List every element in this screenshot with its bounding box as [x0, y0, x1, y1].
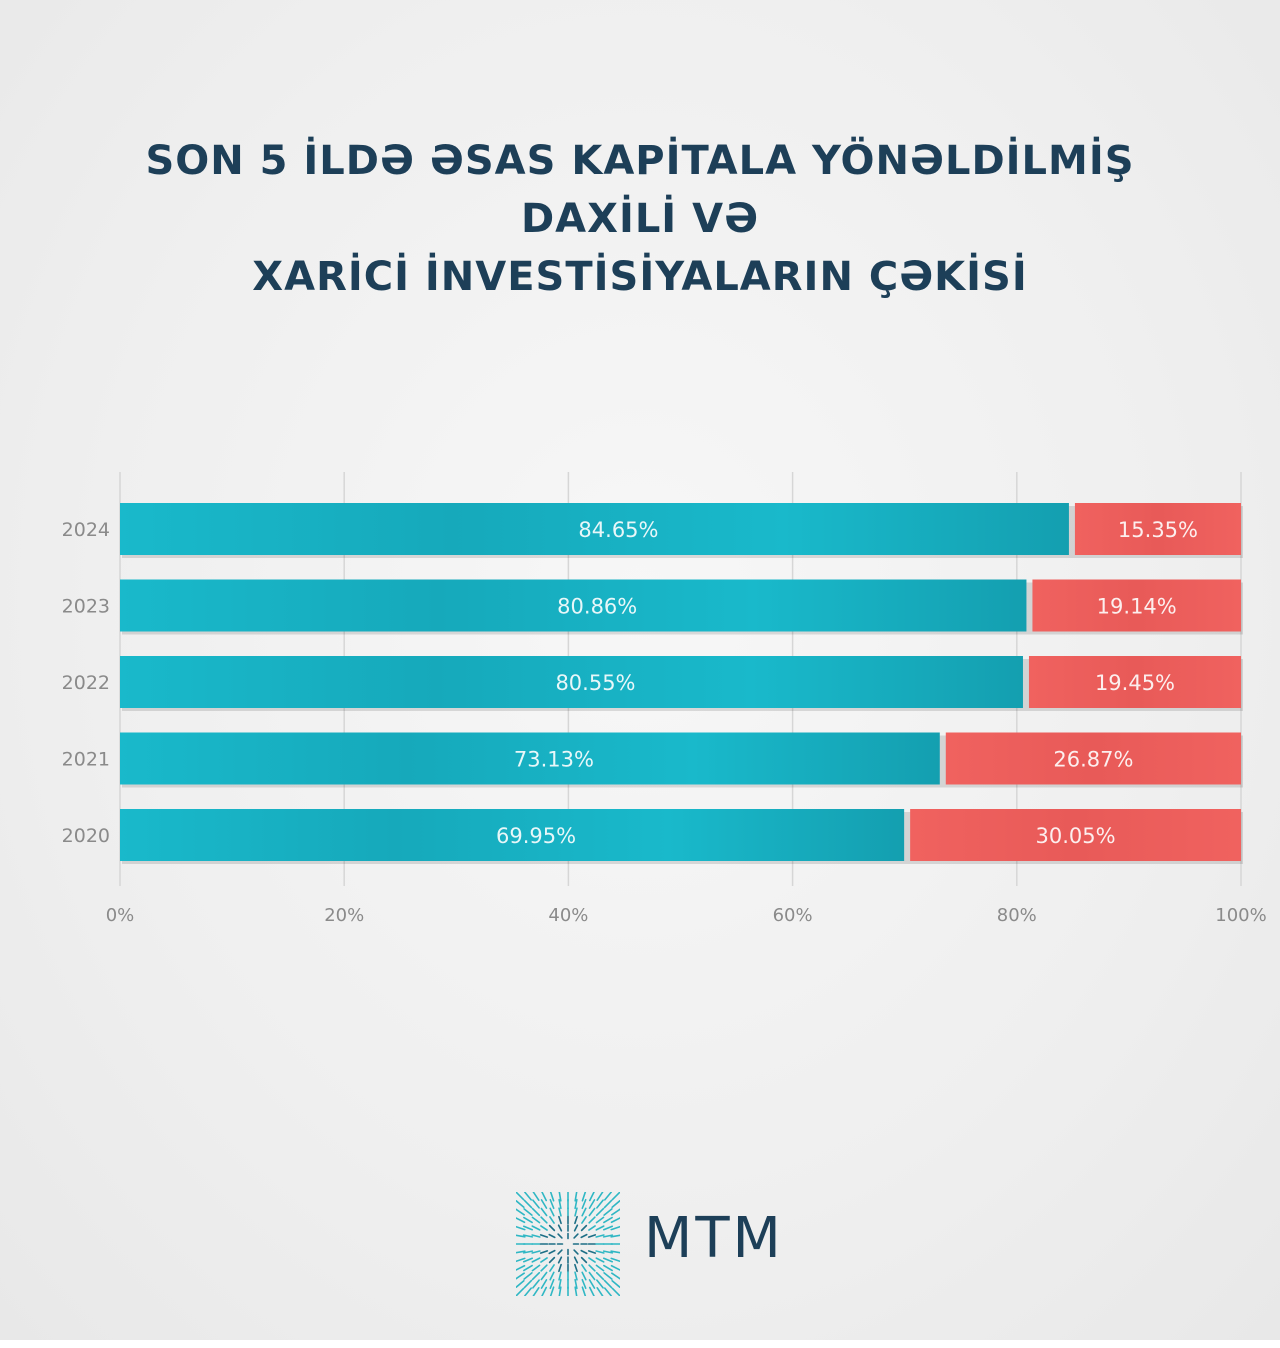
bar-domestic-2023: [120, 579, 1027, 632]
x-tick-label: 20%: [324, 905, 364, 926]
bar-foreign-2022: [1028, 656, 1241, 708]
data-label-domestic-2021: 73.13%: [514, 748, 594, 772]
y-tick-label: 2020: [62, 825, 110, 847]
bar-domestic-2024: [120, 503, 1069, 555]
stacked-bar-chart: 0% 20% 40% 60% 80% 100% 2024 84.65% 15.35% 2023 80…: [62, 472, 1267, 926]
bar-domestic-2022: [120, 656, 1023, 708]
chart-title-line-2: XARİCİ İNVESTİSİYALARIN ÇƏKİSİ: [252, 254, 1028, 300]
data-label-domestic-2022: 80.55%: [555, 671, 635, 695]
y-tick-label: 2023: [62, 596, 110, 618]
data-label-domestic-2024: 84.65%: [578, 518, 658, 542]
chart-title: SON 5 İLDƏ ƏSAS KAPİTALA YÖNƏLDİLMİŞ DAX…: [60, 132, 1220, 306]
y-tick-label: 2024: [62, 519, 110, 541]
x-tick-label: 100%: [1215, 905, 1266, 926]
bar-domestic-2020: [120, 809, 905, 861]
bar-foreign-2023: [1032, 579, 1241, 632]
y-tick-label: 2022: [62, 672, 110, 694]
mtm-logo: MTM: [516, 1192, 816, 1296]
x-tick-label: 60%: [773, 905, 813, 926]
x-tick-label: 40%: [548, 905, 588, 926]
data-label-foreign-2024: 15.35%: [1118, 518, 1198, 542]
data-label-foreign-2023: 19.14%: [1097, 595, 1177, 619]
y-tick-label: 2021: [62, 749, 110, 771]
x-tick-label: 0%: [106, 905, 135, 926]
data-label-foreign-2020: 30.05%: [1036, 824, 1116, 848]
chart-title-line-1: SON 5 İLDƏ ƏSAS KAPİTALA YÖNƏLDİLMİŞ DAX…: [145, 138, 1135, 242]
data-label-domestic-2020: 69.95%: [496, 824, 576, 848]
bar-foreign-2024: [1074, 503, 1241, 555]
bar-domestic-2021: [120, 732, 940, 785]
bar-foreign-2020: [910, 809, 1241, 861]
data-label-foreign-2021: 26.87%: [1053, 748, 1133, 772]
data-label-foreign-2022: 19.45%: [1095, 671, 1175, 695]
x-tick-label: 80%: [997, 905, 1037, 926]
logo-text: MTM: [644, 1206, 784, 1271]
data-label-domestic-2023: 80.86%: [557, 595, 637, 619]
bar-foreign-2021: [945, 732, 1241, 785]
mtm-starburst-logo-icon: [516, 1192, 620, 1296]
